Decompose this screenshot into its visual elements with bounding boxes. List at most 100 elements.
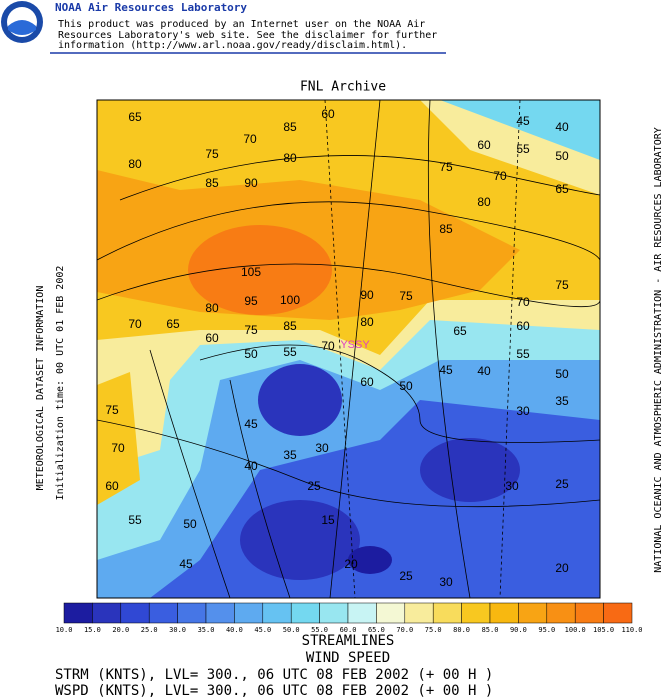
contour-label: 50 — [399, 379, 413, 393]
colorbar-cell — [376, 602, 406, 624]
contour-label: 75 — [399, 289, 413, 303]
colorbar-label: 20.0 — [112, 626, 129, 634]
side-label: NATIONAL OCEANIC AND ATMOSPHERIC ADMINIS… — [653, 127, 662, 573]
colorbar-cell — [574, 602, 604, 624]
colorbar-label: 75.0 — [425, 626, 442, 634]
station: YSSY — [340, 339, 370, 351]
contour-label: 85 — [439, 222, 453, 236]
contour-label: 45 — [516, 114, 530, 128]
logo-bird — [8, 20, 36, 35]
colorbar-label: 95.0 — [538, 626, 555, 634]
contour-label: 70 — [243, 132, 257, 146]
colorbar-label: 10.0 — [56, 626, 73, 634]
contour-label: 60 — [360, 375, 374, 389]
meridian — [324, 100, 356, 598]
contour-label: 70 — [111, 441, 125, 455]
contour-label: 30 — [439, 575, 453, 589]
contour-label: 75 — [555, 278, 569, 292]
colorbar-label: 15.0 — [84, 626, 101, 634]
streamline — [329, 100, 381, 598]
contour-label: 65 — [166, 317, 180, 331]
colorbar-label: 40.0 — [226, 626, 243, 634]
colorbar-label: 55.0 — [311, 626, 328, 634]
colorbar-cell — [262, 602, 292, 624]
colorbar-label: 45.0 — [254, 626, 271, 634]
contour-label: 105 — [241, 265, 261, 279]
contour-label: 15 — [321, 513, 335, 527]
colorbar-cell — [461, 602, 491, 624]
colorbar-cell — [148, 602, 178, 624]
streamline — [97, 419, 600, 508]
contour-label: 75 — [244, 323, 258, 337]
side-label: Initialization time: 00 UTC 01 FEB 2002 — [55, 266, 66, 501]
colorbar-cell — [177, 602, 207, 624]
colorbar-cell — [234, 602, 264, 624]
colorbar-cell — [489, 602, 519, 624]
colorbar-label: 65.0 — [368, 626, 385, 634]
contour-label: 80 — [205, 301, 219, 315]
disclaimer: information (http://www.arl.noaa.gov/rea… — [58, 40, 407, 51]
streamline — [97, 201, 600, 261]
field — [240, 500, 360, 580]
colorbar-label: 60.0 — [340, 626, 357, 634]
colorbar-label: 90.0 — [510, 626, 527, 634]
contour-label: 40 — [477, 364, 491, 378]
contour-label: 70 — [128, 317, 142, 331]
contour-label: 35 — [283, 448, 297, 462]
contour-label: 45 — [439, 363, 453, 377]
colorbar-cell — [92, 602, 122, 624]
contour-label: 50 — [555, 149, 569, 163]
colorbar-label: 30.0 — [169, 626, 186, 634]
contour-label: 70 — [321, 339, 335, 353]
colorbar-cell — [404, 602, 434, 624]
contour-label: 25 — [307, 479, 321, 493]
contour-label: 65 — [128, 110, 142, 124]
colorbar-cell — [290, 602, 320, 624]
contour-label: 70 — [516, 295, 530, 309]
contour-label: 90 — [360, 288, 374, 302]
contour-label: 80 — [128, 157, 142, 171]
contour-label: 60 — [516, 319, 530, 333]
contour-label: 40 — [555, 120, 569, 134]
contour-label: 60 — [477, 138, 491, 152]
meridian — [499, 100, 521, 598]
streamline — [229, 379, 291, 598]
field — [258, 364, 342, 436]
contour-label: 60 — [321, 107, 335, 121]
contour-label: 45 — [244, 417, 258, 431]
colorbar-cell — [63, 602, 93, 624]
field — [188, 225, 332, 315]
contour-label: 65 — [555, 182, 569, 196]
contour-label: 35 — [555, 394, 569, 408]
contour-label: 95 — [244, 294, 258, 308]
field — [420, 438, 520, 502]
contour-label: 70 — [493, 169, 507, 183]
streamline — [199, 344, 600, 443]
field — [348, 546, 392, 574]
contour-label: 25 — [399, 569, 413, 583]
colorbar-label: 35.0 — [198, 626, 215, 634]
contour-label: 75 — [439, 160, 453, 174]
contour-label: 60 — [105, 479, 119, 493]
field — [97, 372, 140, 505]
footer-line: WSPD (KNTS), LVL= 300., 06 UTC 08 FEB 20… — [55, 683, 493, 699]
contour-label: 50 — [183, 517, 197, 531]
contour-label: 75 — [105, 403, 119, 417]
contour-label: 55 — [128, 513, 142, 527]
footer-line: WIND SPEED — [306, 650, 390, 666]
streamline — [149, 349, 231, 598]
colorbar-label: 25.0 — [141, 626, 158, 634]
contour-label: 80 — [477, 195, 491, 209]
disclaimer: This product was produced by an Internet… — [58, 19, 425, 30]
contour-label: 30 — [505, 479, 519, 493]
contour-label: 50 — [244, 347, 258, 361]
contour-label: 55 — [516, 347, 530, 361]
contour-label: 25 — [555, 477, 569, 491]
colorbar-cell — [518, 602, 548, 624]
footer-line: STRM (KNTS), LVL= 300., 06 UTC 08 FEB 20… — [55, 667, 493, 683]
colorbar-cell — [603, 602, 633, 624]
map-frame — [96, 99, 601, 599]
colorbar-cell — [319, 602, 349, 624]
contour-label: 80 — [283, 151, 297, 165]
